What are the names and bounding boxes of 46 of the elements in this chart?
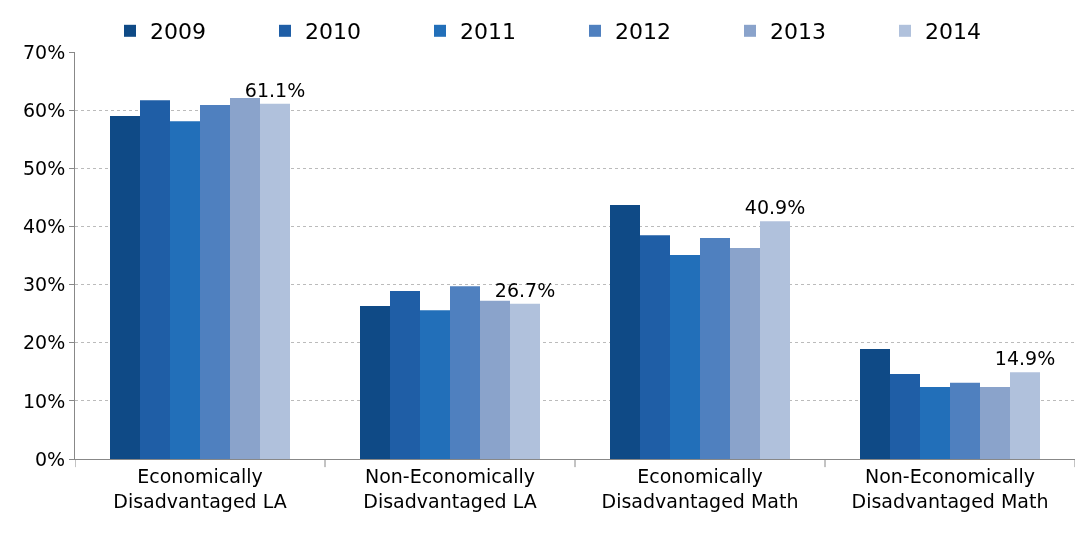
bar — [360, 306, 390, 459]
legend-label: 2013 — [770, 19, 826, 45]
y-tick-label: 30% — [22, 273, 66, 296]
data-label: 61.1% — [244, 78, 306, 101]
bar — [420, 310, 450, 459]
bar — [390, 290, 420, 459]
data-label: 40.9% — [744, 196, 806, 219]
bar — [670, 254, 700, 459]
bar — [510, 303, 540, 459]
data-label: 26.7% — [494, 278, 556, 301]
bar — [700, 238, 730, 459]
bar — [950, 382, 980, 459]
bar — [860, 349, 890, 459]
y-tick-label: 50% — [22, 156, 66, 179]
y-tick-label: 40% — [22, 215, 66, 238]
x-tick-label: Non-Economically Disadvantaged LA — [363, 464, 537, 512]
y-tick-label: 20% — [22, 331, 66, 354]
y-tick-label: 70% — [22, 40, 66, 63]
y-tick-label: 0% — [35, 447, 66, 470]
bar — [610, 204, 640, 459]
legend-label: 2014 — [925, 19, 981, 45]
x-tick-label: Non-Economically Disadvantaged Math — [851, 464, 1049, 512]
bar — [640, 235, 670, 459]
bar — [140, 100, 170, 459]
bar — [890, 374, 920, 459]
bar — [760, 221, 790, 459]
bar — [110, 115, 140, 459]
legend-label: 2012 — [615, 19, 671, 45]
bar — [1010, 372, 1040, 459]
bar — [980, 386, 1010, 459]
bar — [450, 286, 480, 459]
y-tick-label: 60% — [22, 98, 66, 121]
bar — [480, 300, 510, 459]
legend-label: 2009 — [150, 19, 206, 45]
bar — [200, 104, 230, 459]
legend-label: 2011 — [460, 19, 516, 45]
bar — [170, 121, 200, 459]
bar — [260, 103, 290, 459]
y-tick-label: 10% — [22, 389, 66, 412]
x-tick-label: Economically Disadvantaged LA — [113, 464, 287, 512]
bar — [730, 247, 760, 459]
legend-label: 2010 — [305, 19, 361, 45]
x-tick-label: Economically Disadvantaged Math — [601, 464, 799, 512]
bar — [920, 386, 950, 459]
bar — [230, 97, 260, 459]
data-label: 14.9% — [994, 347, 1056, 370]
